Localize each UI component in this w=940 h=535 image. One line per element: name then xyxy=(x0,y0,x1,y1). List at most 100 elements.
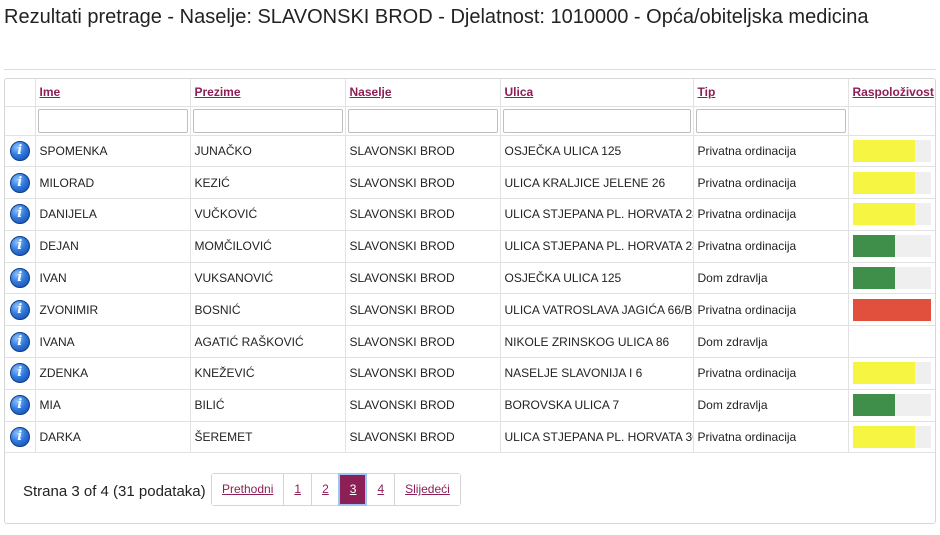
availability-bar xyxy=(852,235,931,258)
row-info-cell: i xyxy=(5,420,36,454)
filter-input-prezime[interactable] xyxy=(192,108,343,133)
info-icon[interactable]: i xyxy=(9,204,30,225)
filter-icon-column xyxy=(5,105,36,136)
table-row: i IVAN VUKSANOVIĆ SLAVONSKI BROD OSJEČKA ULI… xyxy=(5,261,935,295)
cell-ime: DARKA xyxy=(34,420,191,454)
cell-ulica: ULICA STJEPANA PL. HORVATA 28 xyxy=(499,229,694,263)
sort-link-ulica[interactable]: Ulica xyxy=(504,85,534,100)
cell-naselje: SLAVONSKI BROD xyxy=(344,420,501,454)
availability-bar xyxy=(852,394,931,417)
cell-prezime: AGATIĆ RAŠKOVIĆ xyxy=(189,325,346,359)
pager-previous-link[interactable]: Prethodni xyxy=(212,474,284,505)
results-panel: Ime Prezime Naselje Ulica Tip Raspoloživ… xyxy=(4,78,936,524)
info-icon[interactable]: i xyxy=(9,331,30,352)
cell-ime: ZDENKA xyxy=(34,357,191,390)
cell-tip: Dom zdravlja xyxy=(692,388,849,422)
info-icon[interactable]: i xyxy=(9,236,30,257)
info-icon[interactable]: i xyxy=(9,427,30,448)
cell-ime: IVAN xyxy=(34,261,191,295)
cell-raspolozivost xyxy=(847,293,935,327)
cell-naselje: SLAVONSKI BROD xyxy=(344,229,501,263)
filter-cell-tip xyxy=(692,105,849,136)
pager-page-1-link[interactable]: 1 xyxy=(283,474,312,505)
availability-bar-fill xyxy=(852,139,915,162)
cell-naselje: SLAVONSKI BROD xyxy=(344,198,501,231)
cell-tip: Privatna ordinacija xyxy=(692,134,849,168)
cell-prezime: VUČKOVIĆ xyxy=(189,198,346,231)
pager-next-link[interactable]: Slijedeći xyxy=(394,474,460,505)
info-icon[interactable]: i xyxy=(9,395,30,416)
row-info-cell: i xyxy=(5,229,36,263)
sort-link-naselje[interactable]: Naselje xyxy=(349,85,392,100)
table-row: i MILORAD KEZIĆ SLAVONSKI BROD ULICA KRALJIC… xyxy=(5,166,935,200)
availability-bar xyxy=(852,171,931,194)
results-table: Ime Prezime Naselje Ulica Tip Raspoloživ… xyxy=(5,79,935,454)
header-cell-raspolozivost: Raspoloživost xyxy=(847,79,935,107)
table-header-row: Ime Prezime Naselje Ulica Tip Raspoloživ… xyxy=(5,79,935,107)
cell-naselje: SLAVONSKI BROD xyxy=(344,293,501,327)
cell-tip: Privatna ordinacija xyxy=(692,357,849,390)
row-info-cell: i xyxy=(5,166,36,200)
cell-raspolozivost xyxy=(847,229,935,263)
cell-tip: Dom zdravlja xyxy=(692,325,849,359)
sort-link-tip[interactable]: Tip xyxy=(697,85,716,100)
table-row: i DEJAN MOMČILOVIĆ SLAVONSKI BROD ULICA STJE… xyxy=(5,229,935,263)
filter-input-tip[interactable] xyxy=(695,108,846,133)
cell-raspolozivost xyxy=(847,134,935,168)
sort-link-raspolozivost[interactable]: Raspoloživost xyxy=(852,85,934,100)
cell-ulica: NASELJE SLAVONIJA I 6 xyxy=(499,357,694,390)
cell-prezime: BILIĆ xyxy=(189,388,346,422)
cell-tip: Privatna ordinacija xyxy=(692,420,849,454)
filter-cell-raspolozivost xyxy=(847,105,935,136)
cell-prezime: VUKSANOVIĆ xyxy=(189,261,346,295)
cell-tip: Dom zdravlja xyxy=(692,261,849,295)
sort-link-prezime[interactable]: Prezime xyxy=(194,85,241,100)
availability-bar-fill xyxy=(852,267,896,290)
cell-prezime: JUNAČKO xyxy=(189,134,346,168)
cell-tip: Privatna ordinacija xyxy=(692,198,849,231)
cell-naselje: SLAVONSKI BROD xyxy=(344,388,501,422)
cell-ime: MILORAD xyxy=(34,166,191,200)
cell-tip: Privatna ordinacija xyxy=(692,166,849,200)
filter-input-ime[interactable] xyxy=(37,108,188,133)
cell-prezime: KEZIĆ xyxy=(189,166,346,200)
filter-input-ulica[interactable] xyxy=(502,108,691,133)
header-cell-tip: Tip xyxy=(692,79,849,107)
cell-ulica: NIKOLE ZRINSKOG ULICA 86 xyxy=(499,325,694,359)
availability-bar-fill xyxy=(852,171,915,194)
pager-page-2-link[interactable]: 2 xyxy=(311,474,339,505)
cell-raspolozivost xyxy=(847,388,935,422)
availability-bar xyxy=(852,426,931,449)
pager-page-4-link[interactable]: 4 xyxy=(366,474,395,505)
pager-page-3-current[interactable]: 3 xyxy=(337,473,368,506)
cell-naselje: SLAVONSKI BROD xyxy=(344,166,501,200)
table-row: i ZVONIMIR BOSNIĆ SLAVONSKI BROD ULICA VATRO… xyxy=(5,293,935,327)
row-info-cell: i xyxy=(5,293,36,327)
filter-input-naselje[interactable] xyxy=(347,108,498,133)
header-cell-ulica: Ulica xyxy=(499,79,694,107)
row-info-cell: i xyxy=(5,325,36,359)
table-row: i IVANA AGATIĆ RAŠKOVIĆ SLAVONSKI BROD NIKOL… xyxy=(5,325,935,359)
info-icon[interactable]: i xyxy=(9,268,30,289)
cell-ime: DANIJELA xyxy=(34,198,191,231)
info-icon[interactable]: i xyxy=(9,363,30,384)
info-icon[interactable]: i xyxy=(9,140,30,161)
header-cell-ime: Ime xyxy=(34,79,191,107)
table-row: i DANIJELA VUČKOVIĆ SLAVONSKI BROD ULICA STJ… xyxy=(5,198,935,231)
row-info-cell: i xyxy=(5,357,36,390)
pagination: Prethodni 1 2 3 4 Slijedeći xyxy=(211,473,461,506)
cell-naselje: SLAVONSKI BROD xyxy=(344,325,501,359)
info-icon[interactable]: i xyxy=(9,172,30,193)
sort-link-ime[interactable]: Ime xyxy=(39,85,61,100)
row-info-cell: i xyxy=(5,388,36,422)
cell-prezime: BOSNIĆ xyxy=(189,293,346,327)
cell-raspolozivost xyxy=(847,357,935,390)
availability-bar-fill xyxy=(852,235,896,258)
info-icon[interactable]: i xyxy=(9,299,30,320)
filter-cell-ime xyxy=(34,105,191,136)
filter-cell-prezime xyxy=(189,105,346,136)
availability-bar-fill xyxy=(852,203,915,226)
cell-prezime: ŠEREMET xyxy=(189,420,346,454)
cell-prezime: KNEŽEVIĆ xyxy=(189,357,346,390)
